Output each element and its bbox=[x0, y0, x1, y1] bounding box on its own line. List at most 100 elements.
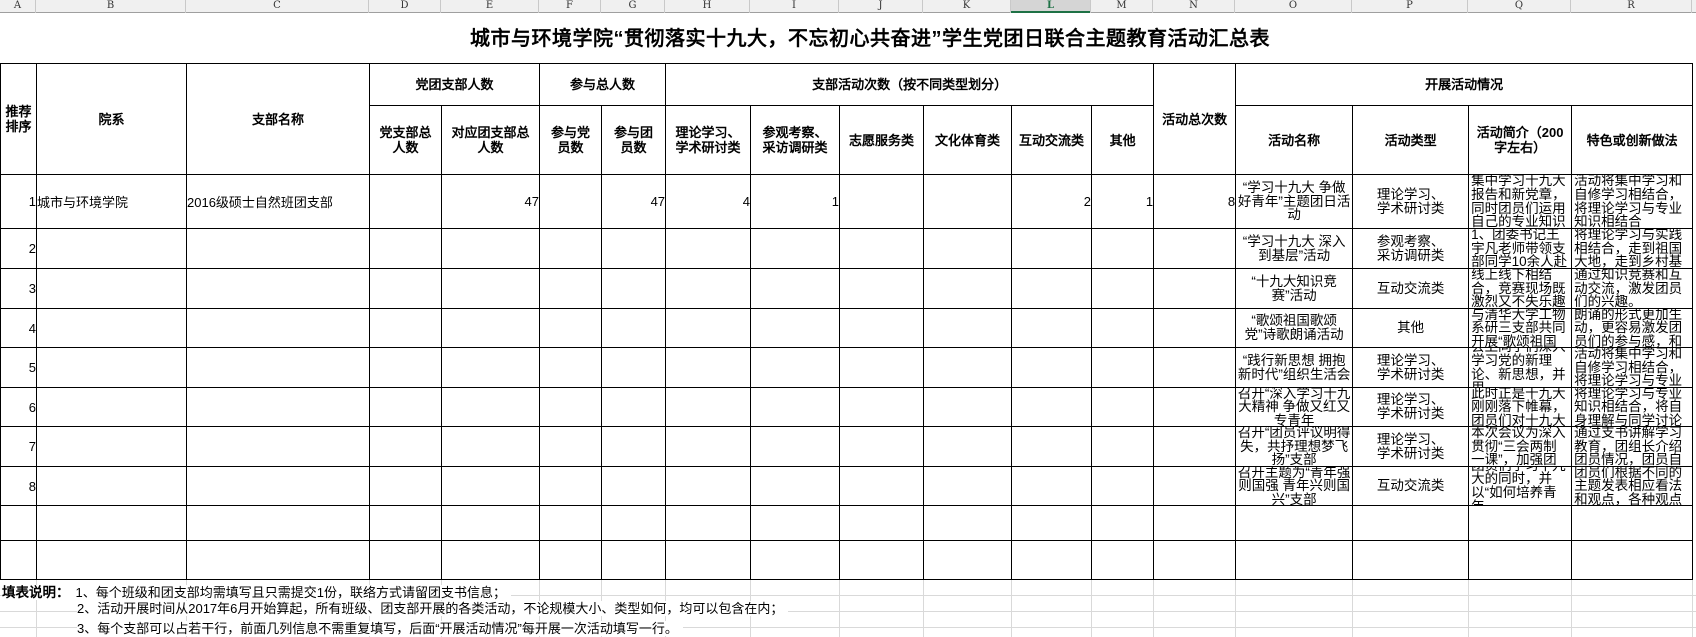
cell-g[interactable] bbox=[601, 228, 667, 269]
cell-h[interactable] bbox=[665, 347, 752, 388]
cell-seq[interactable]: 8 bbox=[0, 466, 37, 506]
empty-cell[interactable] bbox=[923, 540, 1013, 580]
cell-e[interactable] bbox=[440, 308, 541, 348]
empty-cell[interactable] bbox=[539, 540, 603, 580]
empty-cell[interactable] bbox=[665, 505, 752, 541]
empty-cell[interactable] bbox=[839, 540, 925, 580]
cell-i[interactable] bbox=[750, 466, 841, 506]
empty-cell[interactable] bbox=[1011, 540, 1093, 580]
empty-cell[interactable] bbox=[1235, 505, 1354, 541]
cell-l[interactable] bbox=[1011, 228, 1093, 269]
cell-yuanxi[interactable] bbox=[36, 308, 187, 348]
cell-i[interactable] bbox=[750, 387, 841, 427]
cell-d[interactable] bbox=[369, 426, 442, 467]
cell-n[interactable] bbox=[1153, 228, 1237, 269]
cell-m[interactable] bbox=[1091, 466, 1155, 506]
cell-f[interactable] bbox=[539, 426, 603, 467]
cell-e[interactable] bbox=[440, 268, 541, 309]
cell-m[interactable] bbox=[1091, 347, 1155, 388]
cell-seq[interactable]: 4 bbox=[0, 308, 37, 348]
cell-d[interactable] bbox=[369, 174, 442, 229]
cell-k[interactable] bbox=[923, 174, 1013, 229]
cell-name[interactable]: “践行新思想 拥抱新时代”组织生活会 bbox=[1235, 347, 1354, 388]
cell-name[interactable]: 召开“团员评议明得失，共抒理想梦飞扬”支部 bbox=[1235, 426, 1354, 467]
cell-type[interactable]: 参观考察、 采访调研类 bbox=[1352, 228, 1470, 269]
cell-n[interactable] bbox=[1153, 268, 1237, 309]
column-header-Q[interactable]: Q bbox=[1468, 0, 1571, 13]
cell-intro[interactable]: 团员们学习十九大的同时，并以“如何培养青年 bbox=[1468, 466, 1573, 506]
cell-h[interactable] bbox=[665, 426, 752, 467]
header-group-kaizhan[interactable]: 开展活动情况 bbox=[1235, 63, 1694, 106]
cell-h[interactable] bbox=[665, 268, 752, 309]
cell-intro[interactable]: 集中学习十九大报告和新党章，同时团员们运用自己的专业知识 bbox=[1468, 174, 1573, 229]
empty-cell[interactable] bbox=[1091, 540, 1155, 580]
header-cell-wenhua[interactable]: 文化体育类 bbox=[923, 105, 1013, 175]
column-header-F[interactable]: F bbox=[539, 0, 601, 13]
cell-l[interactable] bbox=[1011, 387, 1093, 427]
column-header-A[interactable]: A bbox=[0, 0, 36, 13]
cell-h[interactable] bbox=[665, 228, 752, 269]
empty-cell[interactable] bbox=[0, 505, 37, 541]
cell-m[interactable]: 1 bbox=[1091, 174, 1155, 229]
cell-type[interactable]: 理论学习、 学术研讨类 bbox=[1352, 347, 1470, 388]
empty-cell[interactable] bbox=[1571, 505, 1694, 541]
cell-n[interactable] bbox=[1153, 466, 1237, 506]
empty-cell[interactable] bbox=[1011, 505, 1093, 541]
cell-k[interactable] bbox=[923, 268, 1013, 309]
cell-g[interactable]: 47 bbox=[601, 174, 667, 229]
cell-name[interactable]: 召开主题为“青年强则国强 青年兴则国兴”支部 bbox=[1235, 466, 1354, 506]
empty-cell[interactable] bbox=[1571, 540, 1694, 580]
cell-j[interactable] bbox=[839, 308, 925, 348]
header-cell-zhibu[interactable]: 支部名称 bbox=[186, 63, 370, 175]
cell-type[interactable]: 其他 bbox=[1352, 308, 1470, 348]
cell-name[interactable]: “十九大知识竞赛”活动 bbox=[1235, 268, 1354, 309]
cell-m[interactable] bbox=[1091, 426, 1155, 467]
cell-zhibu[interactable] bbox=[186, 347, 370, 388]
cell-l[interactable] bbox=[1011, 426, 1093, 467]
empty-cell[interactable] bbox=[750, 505, 841, 541]
column-header-G[interactable]: G bbox=[601, 0, 665, 13]
empty-cell[interactable] bbox=[369, 505, 442, 541]
cell-j[interactable] bbox=[839, 268, 925, 309]
cell-j[interactable] bbox=[839, 466, 925, 506]
cell-g[interactable] bbox=[601, 426, 667, 467]
cell-l[interactable] bbox=[1011, 347, 1093, 388]
cell-m[interactable] bbox=[1091, 387, 1155, 427]
cell-j[interactable] bbox=[839, 387, 925, 427]
empty-cell[interactable] bbox=[750, 540, 841, 580]
cell-f[interactable] bbox=[539, 308, 603, 348]
header-cell-yuanxi[interactable]: 院系 bbox=[36, 63, 187, 175]
header-cell-tuan-total[interactable]: 对应团支部总 人数 bbox=[440, 105, 541, 175]
cell-h[interactable]: 4 bbox=[665, 174, 752, 229]
cell-n[interactable] bbox=[1153, 426, 1237, 467]
cell-f[interactable] bbox=[539, 268, 603, 309]
cell-l[interactable] bbox=[1011, 308, 1093, 348]
cell-e[interactable]: 47 bbox=[440, 174, 541, 229]
empty-cell[interactable] bbox=[186, 540, 370, 580]
cell-n[interactable] bbox=[1153, 308, 1237, 348]
header-group-renshu[interactable]: 党团支部人数 bbox=[368, 63, 541, 106]
cell-g[interactable] bbox=[601, 308, 667, 348]
column-header-R[interactable]: R bbox=[1571, 0, 1692, 13]
cell-seq[interactable]: 5 bbox=[0, 347, 37, 388]
empty-cell[interactable] bbox=[440, 540, 541, 580]
cell-i[interactable] bbox=[750, 268, 841, 309]
header-cell-type[interactable]: 活动类型 bbox=[1352, 105, 1470, 175]
cell-type[interactable]: 互动交流类 bbox=[1352, 466, 1470, 506]
cell-l[interactable]: 2 bbox=[1011, 174, 1093, 229]
cell-yuanxi[interactable] bbox=[36, 387, 187, 427]
cell-n[interactable] bbox=[1153, 347, 1237, 388]
cell-type[interactable]: 理论学习、 学术研讨类 bbox=[1352, 387, 1470, 427]
header-cell-tese[interactable]: 特色或创新做法 bbox=[1571, 105, 1694, 175]
cell-e[interactable] bbox=[440, 466, 541, 506]
cell-intro[interactable]: 会上同学们深入学习党的新理论、新思想，并用 bbox=[1468, 347, 1573, 388]
header-cell-seq[interactable]: 推荐 排序 bbox=[0, 63, 37, 175]
header-cell-intro[interactable]: 活动简介（200 字左右） bbox=[1468, 105, 1573, 175]
cell-g[interactable] bbox=[601, 466, 667, 506]
column-header-D[interactable]: D bbox=[369, 0, 441, 13]
empty-cell[interactable] bbox=[601, 505, 667, 541]
header-cell-dang-total[interactable]: 党支部总 人数 bbox=[369, 105, 442, 175]
cell-name[interactable]: “歌颂祖国歌颂党”诗歌朗诵活动 bbox=[1235, 308, 1354, 348]
cell-h[interactable] bbox=[665, 466, 752, 506]
cell-seq[interactable]: 3 bbox=[0, 268, 37, 309]
